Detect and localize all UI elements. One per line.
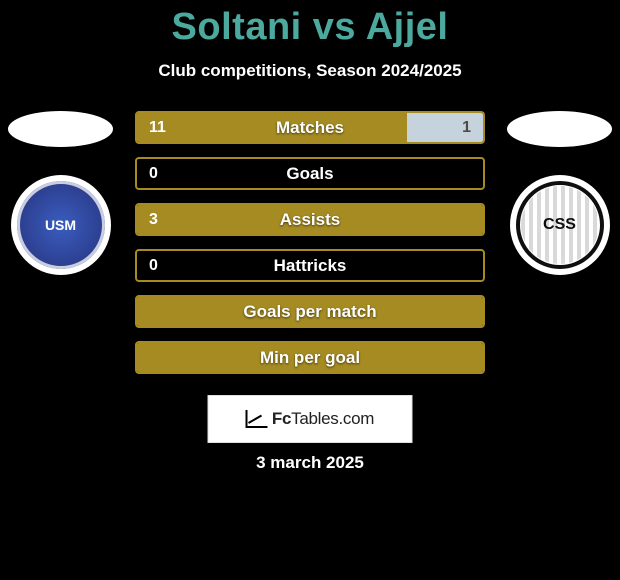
stat-value-left: 0 xyxy=(149,165,158,183)
stat-bar: 3 Assists xyxy=(135,203,485,236)
footer-date: 3 march 2025 xyxy=(256,453,364,473)
stat-bar: Min per goal xyxy=(135,341,485,374)
stat-label: Goals xyxy=(286,164,333,184)
stat-bar: Goals per match xyxy=(135,295,485,328)
page-title: Soltani vs Ajjel xyxy=(0,0,620,49)
club-left-logo: USM xyxy=(17,181,105,269)
player-right-box: CSS xyxy=(507,111,612,275)
watermark-strong: Fc xyxy=(272,409,291,428)
player-left-box: USM xyxy=(8,111,113,275)
watermark-badge: FcTables.com xyxy=(208,395,413,443)
club-right-abbrev: CSS xyxy=(543,216,576,234)
watermark-text: FcTables.com xyxy=(272,409,374,429)
chart-icon xyxy=(246,410,268,428)
player-right-photo xyxy=(507,111,612,147)
stat-value-left: 3 xyxy=(149,211,158,229)
stat-label: Matches xyxy=(276,118,344,138)
stat-bar: 0 Goals xyxy=(135,157,485,190)
club-right-logo: CSS xyxy=(516,181,604,269)
stat-label: Min per goal xyxy=(260,348,360,368)
subtitle: Club competitions, Season 2024/2025 xyxy=(0,61,620,81)
club-left-abbrev: USM xyxy=(45,217,76,233)
club-badge-left: USM xyxy=(11,175,111,275)
stat-label: Hattricks xyxy=(274,256,347,276)
stat-fill-left xyxy=(137,113,407,142)
stat-value-left: 11 xyxy=(149,119,166,137)
stats-column: 111Matches0Goals3Assists0HattricksGoals … xyxy=(135,111,485,374)
club-badge-right: CSS xyxy=(510,175,610,275)
stat-value-right: 1 xyxy=(462,119,471,137)
player-left-photo xyxy=(8,111,113,147)
stat-label: Assists xyxy=(280,210,340,230)
stat-value-left: 0 xyxy=(149,257,158,275)
watermark-light: Tables.com xyxy=(291,409,374,428)
stat-bar: 111Matches xyxy=(135,111,485,144)
stat-bar: 0 Hattricks xyxy=(135,249,485,282)
stat-fill-right xyxy=(407,113,483,142)
stat-label: Goals per match xyxy=(243,302,376,322)
